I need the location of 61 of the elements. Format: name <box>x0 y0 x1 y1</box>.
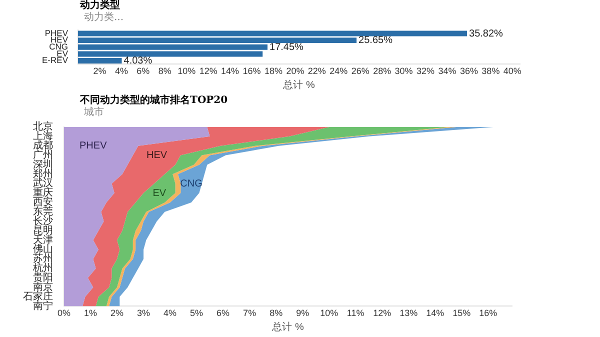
x-tick-label: 18% <box>264 66 282 76</box>
series-label: HEV <box>146 150 168 162</box>
y-axis-title: 城市 <box>83 107 105 118</box>
x-tick-label: 2% <box>93 66 106 76</box>
x-tick-label: 13% <box>400 308 418 318</box>
series-label: EV <box>152 188 166 199</box>
x-tick-label: 26% <box>351 66 370 76</box>
x-tick-label: 40% <box>503 66 522 76</box>
y-tick-label: 南京 <box>33 280 53 293</box>
data-label: 4.03% <box>124 56 152 67</box>
x-tick-label: 15% <box>452 308 471 318</box>
y-tick-label: 成都 <box>33 139 53 152</box>
data-label: 35.82% <box>469 28 504 40</box>
x-tick-label: 6% <box>136 66 150 76</box>
x-tick-label: 28% <box>373 66 392 76</box>
data-label: 17.45% <box>270 42 304 53</box>
x-tick-label: 1% <box>84 308 98 318</box>
y-tick-label: 广州 <box>33 148 53 161</box>
x-tick-label: 22% <box>308 66 326 76</box>
y-tick-label: 东莞 <box>33 205 53 218</box>
x-tick-label: 38% <box>482 66 500 76</box>
x-tick-label: 24% <box>330 66 348 76</box>
x-tick-label: 34% <box>438 66 456 76</box>
x-tick-label: 10% <box>320 308 338 318</box>
x-tick-label: 4% <box>114 66 128 76</box>
x-axis-title: 总计 % <box>282 78 315 91</box>
x-tick-label: 16% <box>242 66 261 76</box>
x-tick-label: 12% <box>199 66 218 76</box>
y-tick-label: 南宁 <box>33 300 53 312</box>
x-tick-label: 11% <box>346 308 364 318</box>
x-tick-label: 30% <box>394 66 413 76</box>
x-tick-label: 12% <box>373 308 392 318</box>
y-tick-label: 郑州 <box>33 168 53 180</box>
y-tick-label: 深圳 <box>33 158 53 170</box>
y-tick-label: 贵阳 <box>33 272 53 284</box>
x-tick-label: 14% <box>426 308 444 318</box>
x-tick-label: 14% <box>221 66 240 76</box>
x-tick-label: 16% <box>479 308 498 318</box>
x-tick-label: 0% <box>57 308 71 318</box>
y-tick-label: E-REV <box>42 55 68 66</box>
x-tick-label: 36% <box>460 66 478 76</box>
x-axis-title: 总计 % <box>271 320 304 333</box>
y-tick-label: 长沙 <box>33 214 53 227</box>
y-axis-title: 动力类... <box>83 12 125 23</box>
x-tick-label: 7% <box>243 308 256 318</box>
x-tick-label: 10% <box>178 66 196 76</box>
x-tick-label: 32% <box>416 66 435 76</box>
x-tick-label: 9% <box>296 308 310 318</box>
x-tick-label: 4% <box>164 308 177 318</box>
x-tick-label: 8% <box>270 308 283 318</box>
x-tick-label: 2% <box>110 308 124 318</box>
x-tick-label: 5% <box>190 308 204 318</box>
series-label: PHEV <box>79 140 108 152</box>
x-tick-label: 6% <box>216 308 230 318</box>
x-tick-label: 3% <box>137 308 150 318</box>
data-label: 25.65% <box>358 35 393 46</box>
y-tick-label: 昆明 <box>33 225 53 236</box>
chart-title: 不同动力类型的城市排名TOP20 <box>78 95 229 106</box>
x-tick-label: 20% <box>286 66 304 76</box>
x-tick-label: 8% <box>158 66 172 76</box>
series-label: CNG <box>180 178 203 190</box>
